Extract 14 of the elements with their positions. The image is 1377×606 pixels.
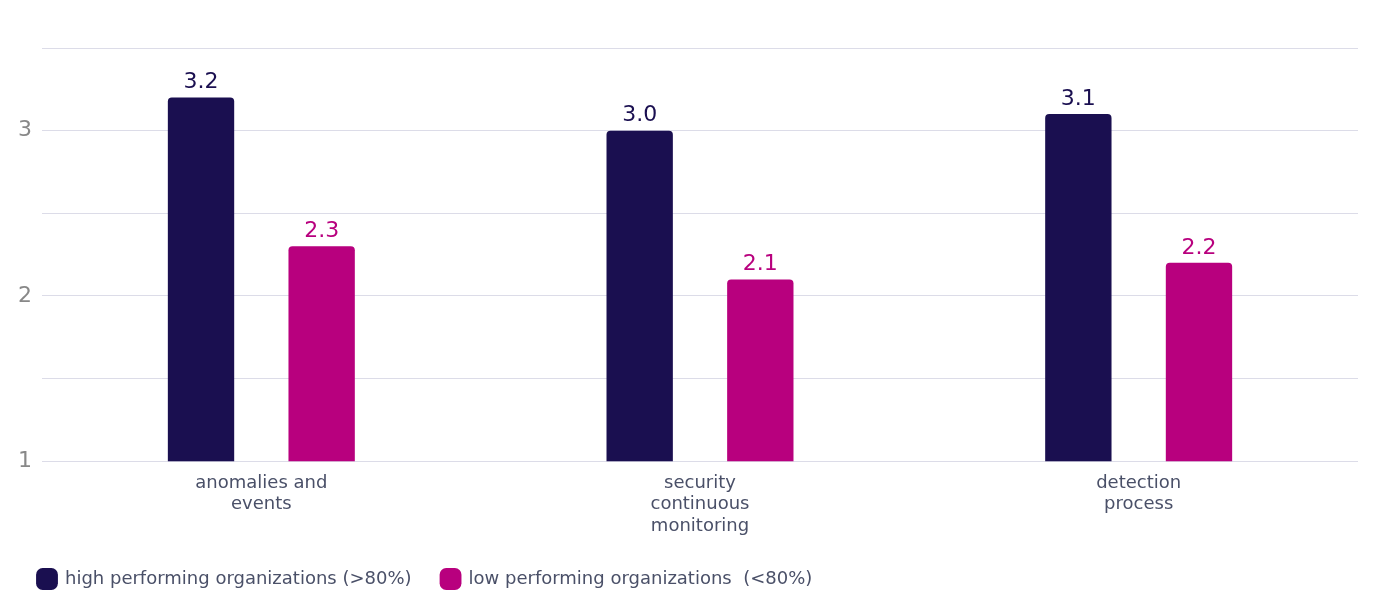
data-label: 3.1 [1060,84,1096,110]
data-label: 2.2 [1181,233,1217,259]
x-tick-label: detection process [1096,470,1182,514]
y-tick-label: 2 [18,281,32,307]
legend-label: high performing organizations (>80%) [65,566,412,588]
x-tick-label: security continuous monitoring [650,470,750,535]
data-label: 2.3 [304,217,340,243]
x-tick-label: anomalies and events [195,470,328,514]
legend-label: low performing organizations (<80%) [468,566,813,588]
data-label: 2.1 [742,250,778,276]
data-label: 3.2 [183,68,219,94]
y-tick-label: 3 [18,116,32,142]
y-tick-label: 1 [18,446,32,472]
data-label: 3.0 [622,101,658,127]
